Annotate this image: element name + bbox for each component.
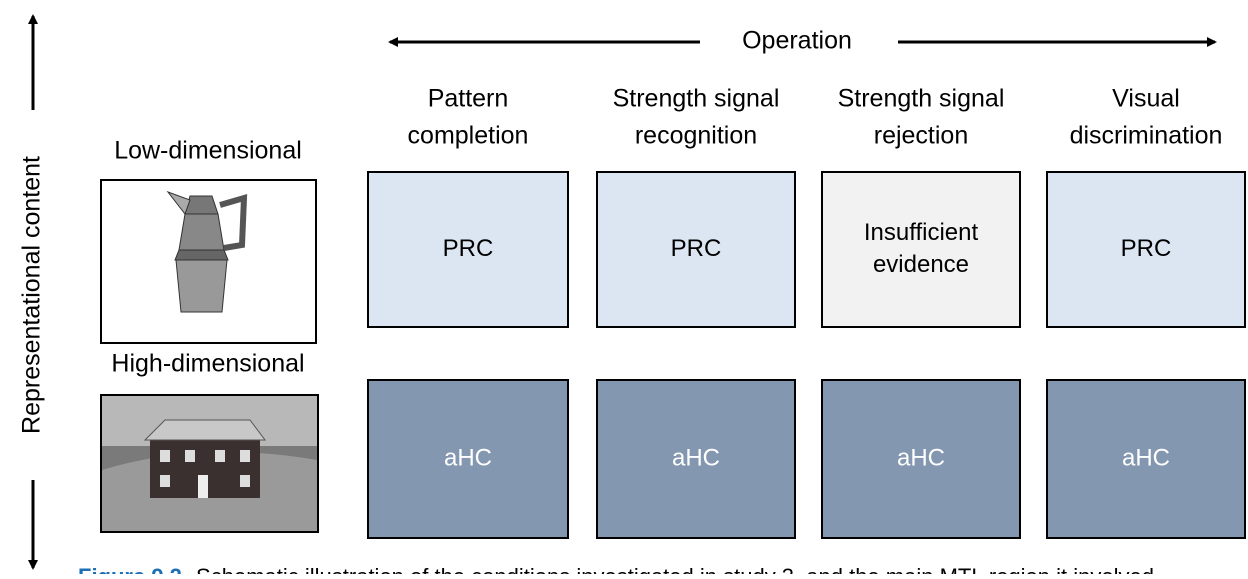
cell-box [821, 171, 1021, 328]
cell-box [596, 379, 796, 539]
cell-box [1046, 379, 1246, 539]
cell-text: Insufficient [864, 219, 979, 246]
column-header: completion [408, 122, 529, 150]
coffee-pot-image [166, 190, 248, 313]
column-header: Visual [1112, 85, 1180, 113]
row-label: Low-dimensional [114, 137, 302, 165]
vertical-axis-label: Representational content [18, 156, 46, 434]
cell-box [367, 171, 569, 328]
cell-text: aHC [444, 444, 492, 471]
caption-label: Figure 9.2. [78, 564, 188, 574]
cell-text: aHC [672, 444, 720, 471]
cell-text: evidence [873, 251, 969, 278]
cell-box [596, 171, 796, 328]
cell-text: aHC [1122, 444, 1170, 471]
cell-text: PRC [671, 235, 722, 262]
cell-text: PRC [1121, 235, 1172, 262]
caption: Figure 9.2. Schematic illustration of the… [78, 564, 1154, 574]
cell-text: aHC [897, 444, 945, 471]
cell-box [367, 379, 569, 539]
column-header: recognition [635, 122, 757, 150]
cell-box [821, 379, 1021, 539]
horizontal-axis-label: Operation [742, 27, 852, 55]
house-image [102, 396, 317, 531]
column-header: Strength signal [838, 85, 1005, 113]
column-header: rejection [874, 122, 969, 150]
cell-text: PRC [443, 235, 494, 262]
column-header: Strength signal [613, 85, 780, 113]
caption-text: Schematic illustration of the conditions… [196, 564, 1154, 574]
cell-box [1046, 171, 1246, 328]
column-header: Pattern [428, 85, 509, 113]
row-label: High-dimensional [111, 350, 304, 378]
column-header: discrimination [1070, 122, 1223, 150]
